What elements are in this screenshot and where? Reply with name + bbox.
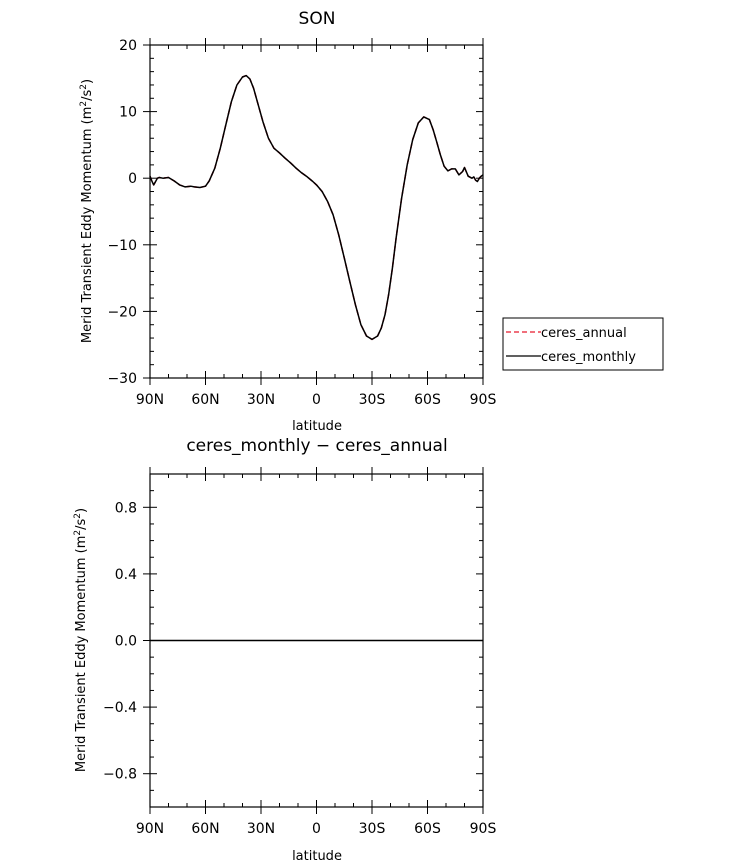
y-tick-label: 0.4 (115, 567, 137, 583)
y-tick-label: −10 (107, 238, 137, 254)
top-chart-title: SON (299, 9, 336, 29)
bottom-axis-ticks: 90N 60N 30N 0 30S 60S 90S 0.8 0.4 0.0 −0.4 −0.8 (103, 467, 496, 837)
y-tick-label: −30 (107, 371, 137, 387)
top-series-group (149, 74, 484, 341)
top-x-axis-label: latitude (292, 419, 342, 434)
x-tick-label: 60N (191, 821, 219, 837)
bottom-panel: ceres_monthly − ceres_annual Merid Trans… (73, 436, 496, 864)
x-tick-label: 0 (312, 821, 321, 837)
y-tick-label: 10 (119, 105, 137, 121)
x-tick-label: 0 (312, 392, 321, 408)
svg-text:Merid Transient Eddy Momentum: Merid Transient Eddy Momentum (m2/s2) (73, 508, 89, 772)
top-y-axis-label-sup: 2 (79, 101, 89, 107)
bottom-y-axis-label-sup: 2 (73, 530, 83, 536)
bottom-x-axis-label: latitude (292, 849, 342, 864)
top-axis-ticks: 90N 60N 30N 0 30S 60S 90S 20 10 0 −10 −20 −30 (107, 38, 496, 408)
y-tick-label: −20 (107, 304, 137, 320)
x-tick-label: 90S (470, 392, 497, 408)
top-plot-frame (149, 44, 484, 379)
bottom-y-axis-label-end: ) (74, 508, 89, 513)
y-tick-label: 20 (119, 38, 137, 54)
top-y-axis-label-mid: /s (80, 89, 95, 100)
ceres-annual-line (149, 74, 484, 341)
legend-box (502, 317, 664, 371)
legend-label-ceres-monthly: ceres_monthly (541, 350, 636, 365)
bottom-y-axis-label-mid: /s (74, 518, 89, 529)
x-tick-label: 60S (414, 821, 441, 837)
x-tick-label: 30S (359, 392, 386, 408)
top-y-axis-label: Merid Transient Eddy Momentum (m2/s2) (79, 79, 95, 343)
top-y-axis-label-sup2: 2 (79, 84, 89, 90)
top-panel: SON Merid Transient Eddy Momentum (m2/s2… (79, 9, 664, 434)
bottom-plot-frame (149, 473, 484, 808)
x-tick-label: 60N (191, 392, 219, 408)
x-tick-label: 60S (414, 392, 441, 408)
y-tick-label: 0.8 (115, 500, 137, 516)
ceres-monthly-line (149, 74, 484, 341)
bottom-y-axis-label-sup2: 2 (73, 513, 83, 519)
bottom-y-axis-label: Merid Transient Eddy Momentum (m2/s2) (73, 508, 89, 772)
y-tick-label: 0 (128, 171, 137, 187)
x-tick-label: 90N (136, 392, 164, 408)
bottom-y-axis-label-main: Merid Transient Eddy Momentum (m (74, 536, 89, 772)
y-tick-label: 0.0 (115, 634, 137, 650)
x-tick-label: 30N (247, 392, 275, 408)
x-tick-label: 90N (136, 821, 164, 837)
bottom-chart-title: ceres_monthly − ceres_annual (186, 436, 447, 456)
y-tick-label: −0.4 (103, 700, 137, 716)
legend-label-ceres-annual: ceres_annual (541, 326, 627, 341)
legend: ceres_annual ceres_monthly (502, 317, 664, 371)
x-tick-label: 30S (359, 821, 386, 837)
y-tick-label: −0.8 (103, 767, 137, 783)
top-y-axis-label-end: ) (80, 79, 95, 84)
x-tick-label: 90S (470, 821, 497, 837)
x-tick-label: 30N (247, 821, 275, 837)
top-y-axis-label-main: Merid Transient Eddy Momentum (m (80, 107, 95, 343)
svg-text:Merid Transient Eddy Momentum: Merid Transient Eddy Momentum (m2/s2) (79, 79, 95, 343)
